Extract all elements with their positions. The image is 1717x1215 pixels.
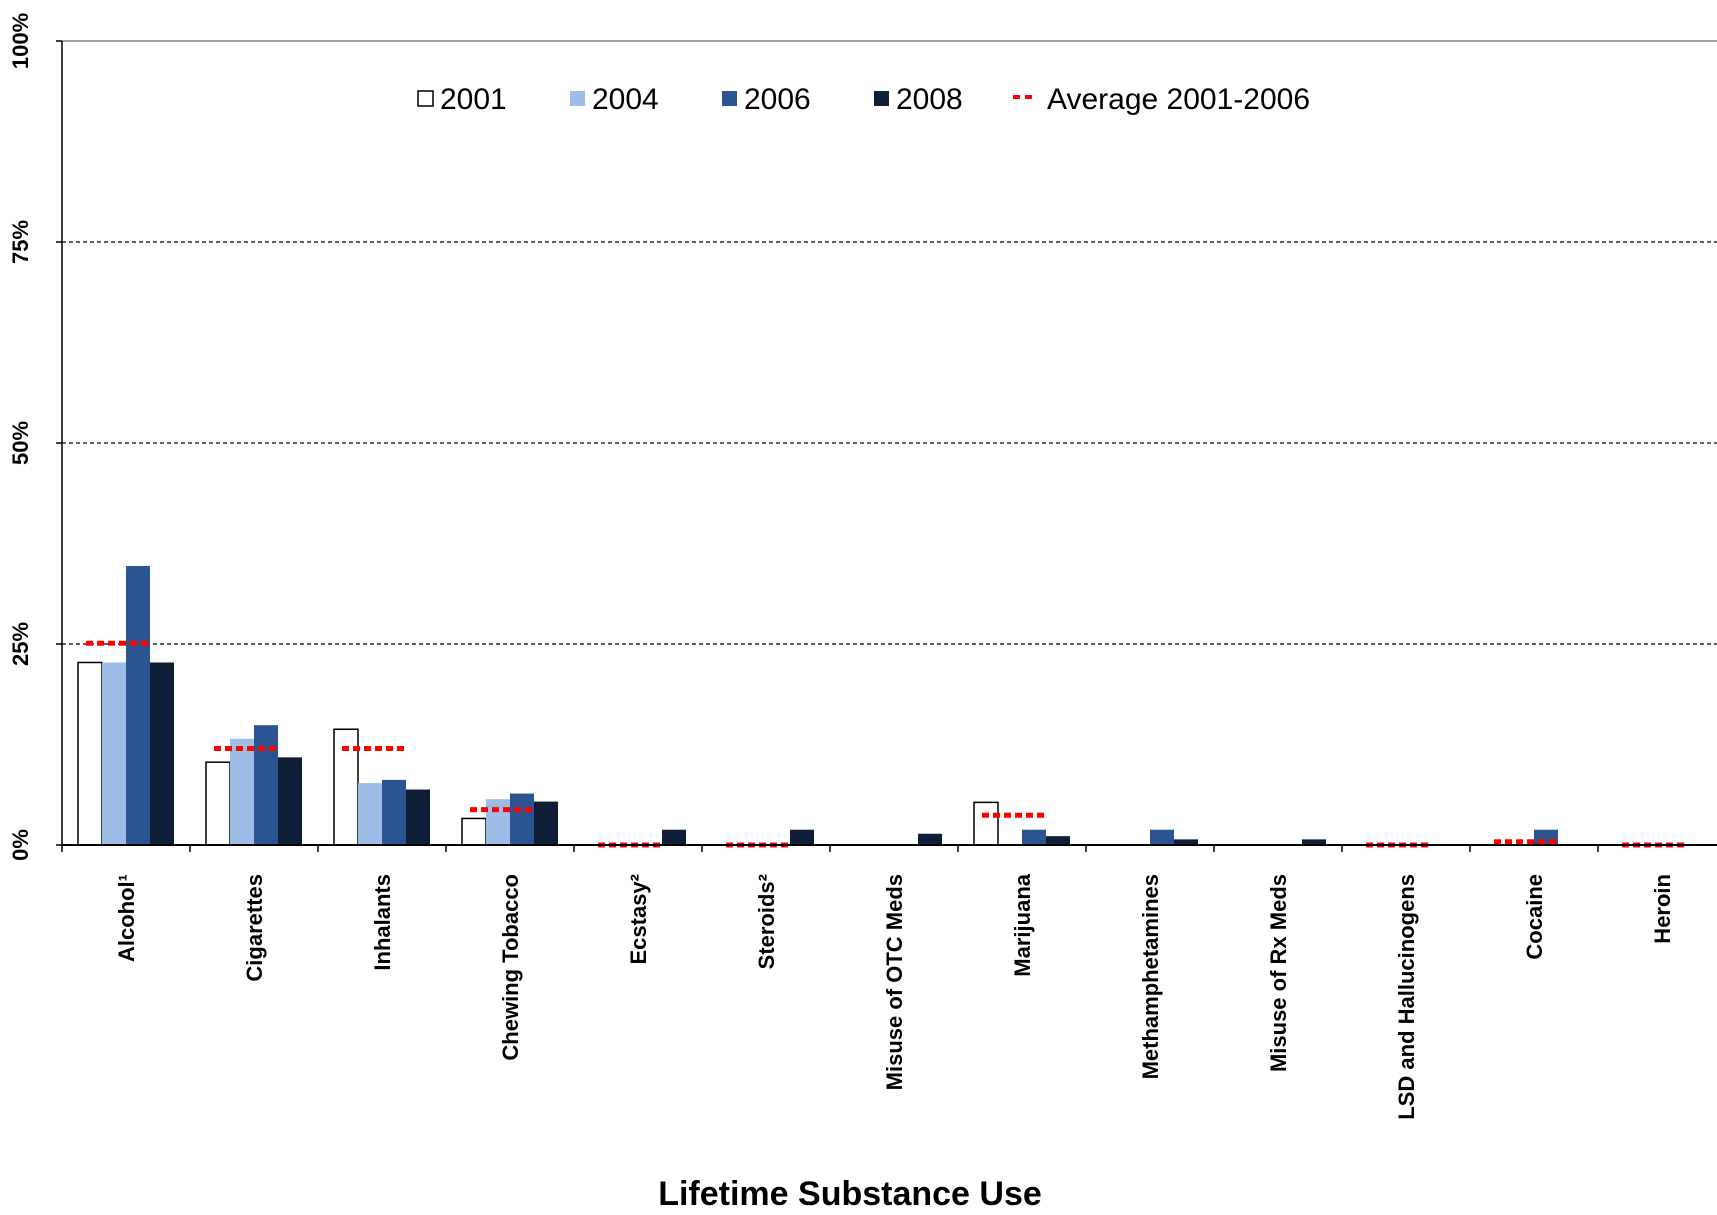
y-tick-labels: 0% 25% 50% 75% 100% bbox=[8, 13, 33, 861]
legend-label-2004: 2004 bbox=[592, 83, 659, 116]
bar-2008-alcohol bbox=[150, 662, 174, 845]
bar-2008-methamphetamines bbox=[1174, 839, 1198, 845]
bar-2001-cigarettes bbox=[205, 761, 231, 846]
x-tick-label-chewing-tobacco: Chewing Tobacco bbox=[498, 874, 523, 1061]
legend-item-average: Average 2001-2006 bbox=[1013, 83, 1310, 116]
bar-2008-steroids bbox=[790, 829, 814, 845]
x-axis-title: Lifetime Substance Use bbox=[658, 1175, 1042, 1213]
bar-2008-inhalants bbox=[406, 789, 430, 845]
legend: 2001 2004 2006 2008 Average 2001-2006 bbox=[417, 83, 1310, 116]
bar-2006-chewing-tobacco bbox=[510, 793, 534, 845]
x-tick-label-alcohol: Alcohol¹ bbox=[114, 874, 139, 962]
x-tick-label-steroids: Steroids² bbox=[754, 874, 779, 969]
y-tick-label: 25% bbox=[8, 622, 33, 666]
x-tick-label-inhalants: Inhalants bbox=[370, 874, 395, 971]
x-tick-label-cigarettes: Cigarettes bbox=[242, 874, 267, 982]
y-tick-label: 0% bbox=[8, 829, 33, 861]
x-tick-label-lsd-and-hallucinogens: LSD and Hallucinogens bbox=[1394, 874, 1419, 1120]
bars bbox=[77, 566, 1558, 846]
legend-swatch-2004 bbox=[570, 91, 585, 106]
legend-swatch-2006 bbox=[722, 91, 737, 106]
x-tick-label-misuse-of-otc-meds: Misuse of OTC Meds bbox=[882, 874, 907, 1090]
y-tick-label: 50% bbox=[8, 421, 33, 465]
bar-2008-ecstasy bbox=[662, 829, 686, 845]
bar-2006-alcohol bbox=[126, 566, 150, 845]
bar-2008-misuse-of-rx-meds bbox=[1302, 839, 1326, 845]
bar-2001-chewing-tobacco bbox=[461, 817, 487, 846]
y-tick-label: 100% bbox=[8, 13, 33, 69]
bar-2006-methamphetamines bbox=[1150, 829, 1174, 845]
bar-2001-alcohol bbox=[77, 661, 103, 846]
gridlines bbox=[62, 40, 1717, 645]
x-tick-label-ecstasy: Ecstasy² bbox=[626, 874, 651, 965]
x-tick-label-marijuana: Marijuana bbox=[1010, 873, 1035, 976]
legend-label-average: Average 2001-2006 bbox=[1047, 83, 1310, 116]
bar-2004-chewing-tobacco bbox=[486, 799, 510, 845]
legend-item-2008: 2008 bbox=[874, 83, 963, 116]
bar-2001-marijuana bbox=[973, 801, 999, 846]
axes bbox=[56, 40, 1717, 852]
bar-2008-misuse-of-otc-meds bbox=[918, 833, 942, 845]
legend-label-2008: 2008 bbox=[896, 83, 963, 116]
x-tick-labels: Alcohol¹ Cigarettes Inhalants Chewing Tobac… bbox=[114, 873, 1675, 1119]
x-tick-label-misuse-of-rx-meds: Misuse of Rx Meds bbox=[1266, 874, 1291, 1072]
legend-item-2004: 2004 bbox=[570, 83, 659, 116]
bar-2008-chewing-tobacco bbox=[534, 801, 558, 845]
legend-item-2001: 2001 bbox=[417, 83, 507, 116]
x-tick-label-methamphetamines: Methamphetamines bbox=[1138, 874, 1163, 1079]
bar-2008-cigarettes bbox=[278, 757, 302, 845]
y-tick-label: 75% bbox=[8, 220, 33, 264]
bar-2004-alcohol bbox=[102, 662, 126, 845]
bar-2008-marijuana bbox=[1046, 836, 1070, 845]
x-tick-label-heroin: Heroin bbox=[1650, 874, 1675, 944]
legend-item-2006: 2006 bbox=[722, 83, 811, 116]
average-markers bbox=[86, 640, 1684, 848]
legend-label-2006: 2006 bbox=[744, 83, 811, 116]
bar-2006-marijuana bbox=[1022, 829, 1046, 845]
bar-2006-inhalants bbox=[382, 779, 406, 845]
x-tick-label-cocaine: Cocaine bbox=[1522, 874, 1547, 960]
bar-2004-cigarettes bbox=[230, 738, 254, 845]
legend-label-2001: 2001 bbox=[440, 83, 507, 116]
legend-swatch-2008 bbox=[874, 91, 889, 106]
bar-2004-inhalants bbox=[358, 783, 382, 845]
bar-2006-cigarettes bbox=[254, 725, 278, 845]
legend-swatch-2001 bbox=[417, 90, 434, 107]
